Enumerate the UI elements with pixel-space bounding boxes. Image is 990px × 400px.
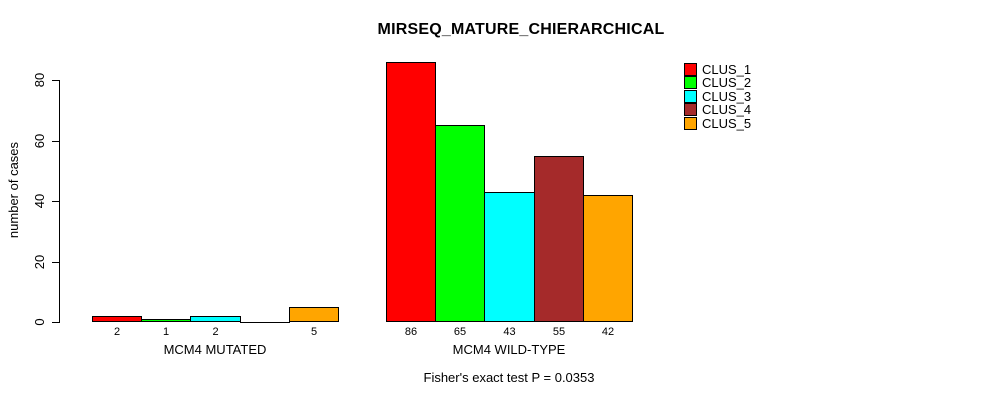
y-tick-label: 60	[32, 133, 47, 149]
bar-value-label: 2	[212, 326, 219, 338]
legend-item: CLUS_5	[684, 117, 751, 130]
bar-clus_4	[534, 156, 584, 322]
bar-clus_5	[583, 195, 633, 322]
group-label: MCM4 MUTATED	[163, 342, 267, 357]
y-tick-label: 0	[32, 318, 47, 326]
bar-value-label: 5	[310, 326, 318, 338]
bar-clus_1	[386, 62, 436, 322]
bar-value-label: 42	[601, 326, 615, 338]
y-axis-label: number of cases	[6, 141, 21, 239]
legend-item: CLUS_2	[684, 76, 751, 89]
legend-swatch-clus_4	[684, 103, 697, 116]
legend-swatch-clus_5	[684, 117, 697, 130]
bar-clus_5	[289, 307, 339, 322]
bar-value-label: 2	[113, 326, 121, 338]
legend-label: CLUS_2	[702, 75, 752, 90]
legend-swatch-clus_1	[684, 63, 697, 76]
bar-value-label: 55	[552, 326, 566, 338]
legend-item: CLUS_4	[684, 103, 751, 116]
chart-title: MIRSEQ_MATURE_CHIERARCHICAL	[377, 21, 665, 38]
y-tick	[52, 141, 59, 142]
bar-clus_3	[484, 192, 535, 322]
legend-swatch-clus_3	[684, 90, 697, 103]
legend-item: CLUS_1	[684, 63, 751, 76]
legend-label: CLUS_3	[702, 89, 752, 104]
legend-label: CLUS_4	[702, 102, 752, 117]
legend-swatch-clus_2	[684, 76, 697, 89]
bar-value-label: 65	[453, 326, 467, 338]
y-axis-line	[59, 80, 60, 323]
y-tick-label: 40	[32, 193, 47, 209]
bar-clus_2	[141, 319, 191, 322]
bar-clus_2	[435, 125, 485, 322]
bar-clus_1	[92, 316, 142, 322]
bar-zero-clus_4	[240, 322, 290, 323]
y-tick-label: 80	[32, 72, 47, 88]
y-tick	[52, 262, 59, 263]
legend-label: CLUS_5	[702, 116, 752, 131]
y-tick	[52, 201, 59, 202]
fisher-test-annotation: Fisher's exact test P = 0.0353	[423, 370, 595, 385]
bar-value-label: 86	[404, 326, 418, 338]
bar-value-label: 1	[162, 326, 170, 338]
bar-clus_3	[190, 316, 241, 322]
legend-item: CLUS_3	[684, 90, 751, 103]
legend-label: CLUS_1	[702, 62, 752, 77]
bar-value-label: 43	[503, 326, 516, 338]
y-tick	[52, 322, 59, 323]
y-tick-label: 20	[32, 254, 47, 270]
y-tick	[52, 80, 59, 81]
group-label: MCM4 WILD-TYPE	[452, 342, 566, 357]
